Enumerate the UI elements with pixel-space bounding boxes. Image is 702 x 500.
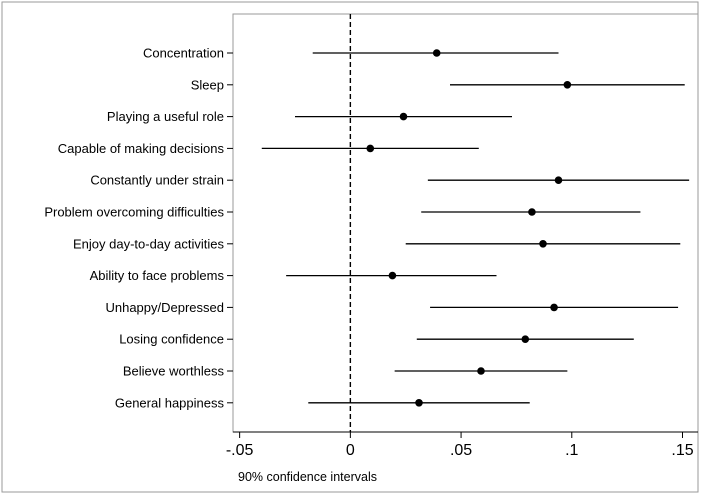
estimate-point-layer	[366, 49, 572, 407]
x-tick-label: 0	[346, 442, 355, 459]
row-label: Ability to face problems	[90, 268, 225, 283]
plot-area	[232, 13, 699, 433]
row-label: Capable of making decisions	[58, 141, 225, 156]
row-label: Constantly under strain	[90, 173, 224, 188]
row-label: Sleep	[191, 77, 224, 92]
estimate-point	[563, 81, 572, 89]
x-axis: -.05 0 .05 .1 .15	[226, 431, 698, 459]
row-label: General happiness	[115, 395, 225, 410]
estimate-point	[550, 303, 558, 312]
estimate-point	[554, 176, 563, 184]
x-tick-label: .1	[565, 442, 578, 459]
chart-note: 90% confidence intervals	[238, 470, 377, 484]
estimate-point	[388, 271, 397, 280]
row-label: Losing confidence	[119, 332, 224, 347]
x-tick-label: -.05	[226, 442, 254, 459]
estimate-point	[399, 112, 408, 121]
row-label: Unhappy/Depressed	[105, 300, 224, 315]
row-label: Problem overcoming difficulties	[44, 205, 224, 220]
row-label: Concentration	[143, 46, 224, 61]
estimate-point	[528, 208, 536, 216]
row-label: Playing a useful role	[107, 109, 224, 124]
row-label-layer: Concentration Sleep Playing a useful role C…	[44, 46, 233, 410]
x-tick-label: .15	[671, 442, 693, 459]
estimate-point	[477, 367, 485, 375]
estimate-point	[415, 399, 423, 407]
x-tick-label: .05	[450, 442, 472, 459]
estimate-point	[521, 335, 530, 344]
estimate-point	[432, 49, 441, 57]
estimate-point	[539, 240, 547, 248]
row-label: Enjoy day-to-day activities	[73, 236, 225, 251]
row-label: Believe worthless	[123, 364, 225, 379]
estimate-point	[366, 144, 375, 153]
